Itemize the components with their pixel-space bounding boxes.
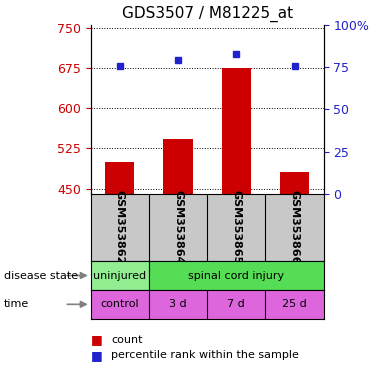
- Bar: [164, 139, 193, 194]
- Bar: [280, 172, 309, 194]
- Text: 7 d: 7 d: [228, 299, 245, 310]
- Bar: [149, 290, 207, 319]
- Bar: [149, 261, 324, 290]
- Text: GSM353865: GSM353865: [231, 190, 241, 265]
- Text: GSM353862: GSM353862: [115, 190, 125, 265]
- Text: count: count: [111, 335, 142, 345]
- Bar: [266, 290, 324, 319]
- Text: GSM353866: GSM353866: [290, 190, 300, 265]
- Text: percentile rank within the sample: percentile rank within the sample: [111, 350, 299, 360]
- Text: disease state: disease state: [4, 270, 78, 281]
- Bar: [91, 290, 149, 319]
- Bar: [105, 162, 134, 194]
- Bar: [91, 261, 149, 290]
- Text: control: control: [101, 299, 139, 310]
- Text: 25 d: 25 d: [282, 299, 307, 310]
- Text: uninjured: uninjured: [93, 270, 147, 281]
- Bar: [222, 68, 251, 194]
- Text: spinal cord injury: spinal cord injury: [188, 270, 285, 281]
- Text: 3 d: 3 d: [169, 299, 187, 310]
- Text: ■: ■: [91, 349, 102, 362]
- Title: GDS3507 / M81225_at: GDS3507 / M81225_at: [122, 6, 293, 22]
- Text: ■: ■: [91, 333, 102, 346]
- Bar: [207, 290, 266, 319]
- Text: GSM353864: GSM353864: [173, 190, 183, 265]
- Text: time: time: [4, 299, 29, 310]
